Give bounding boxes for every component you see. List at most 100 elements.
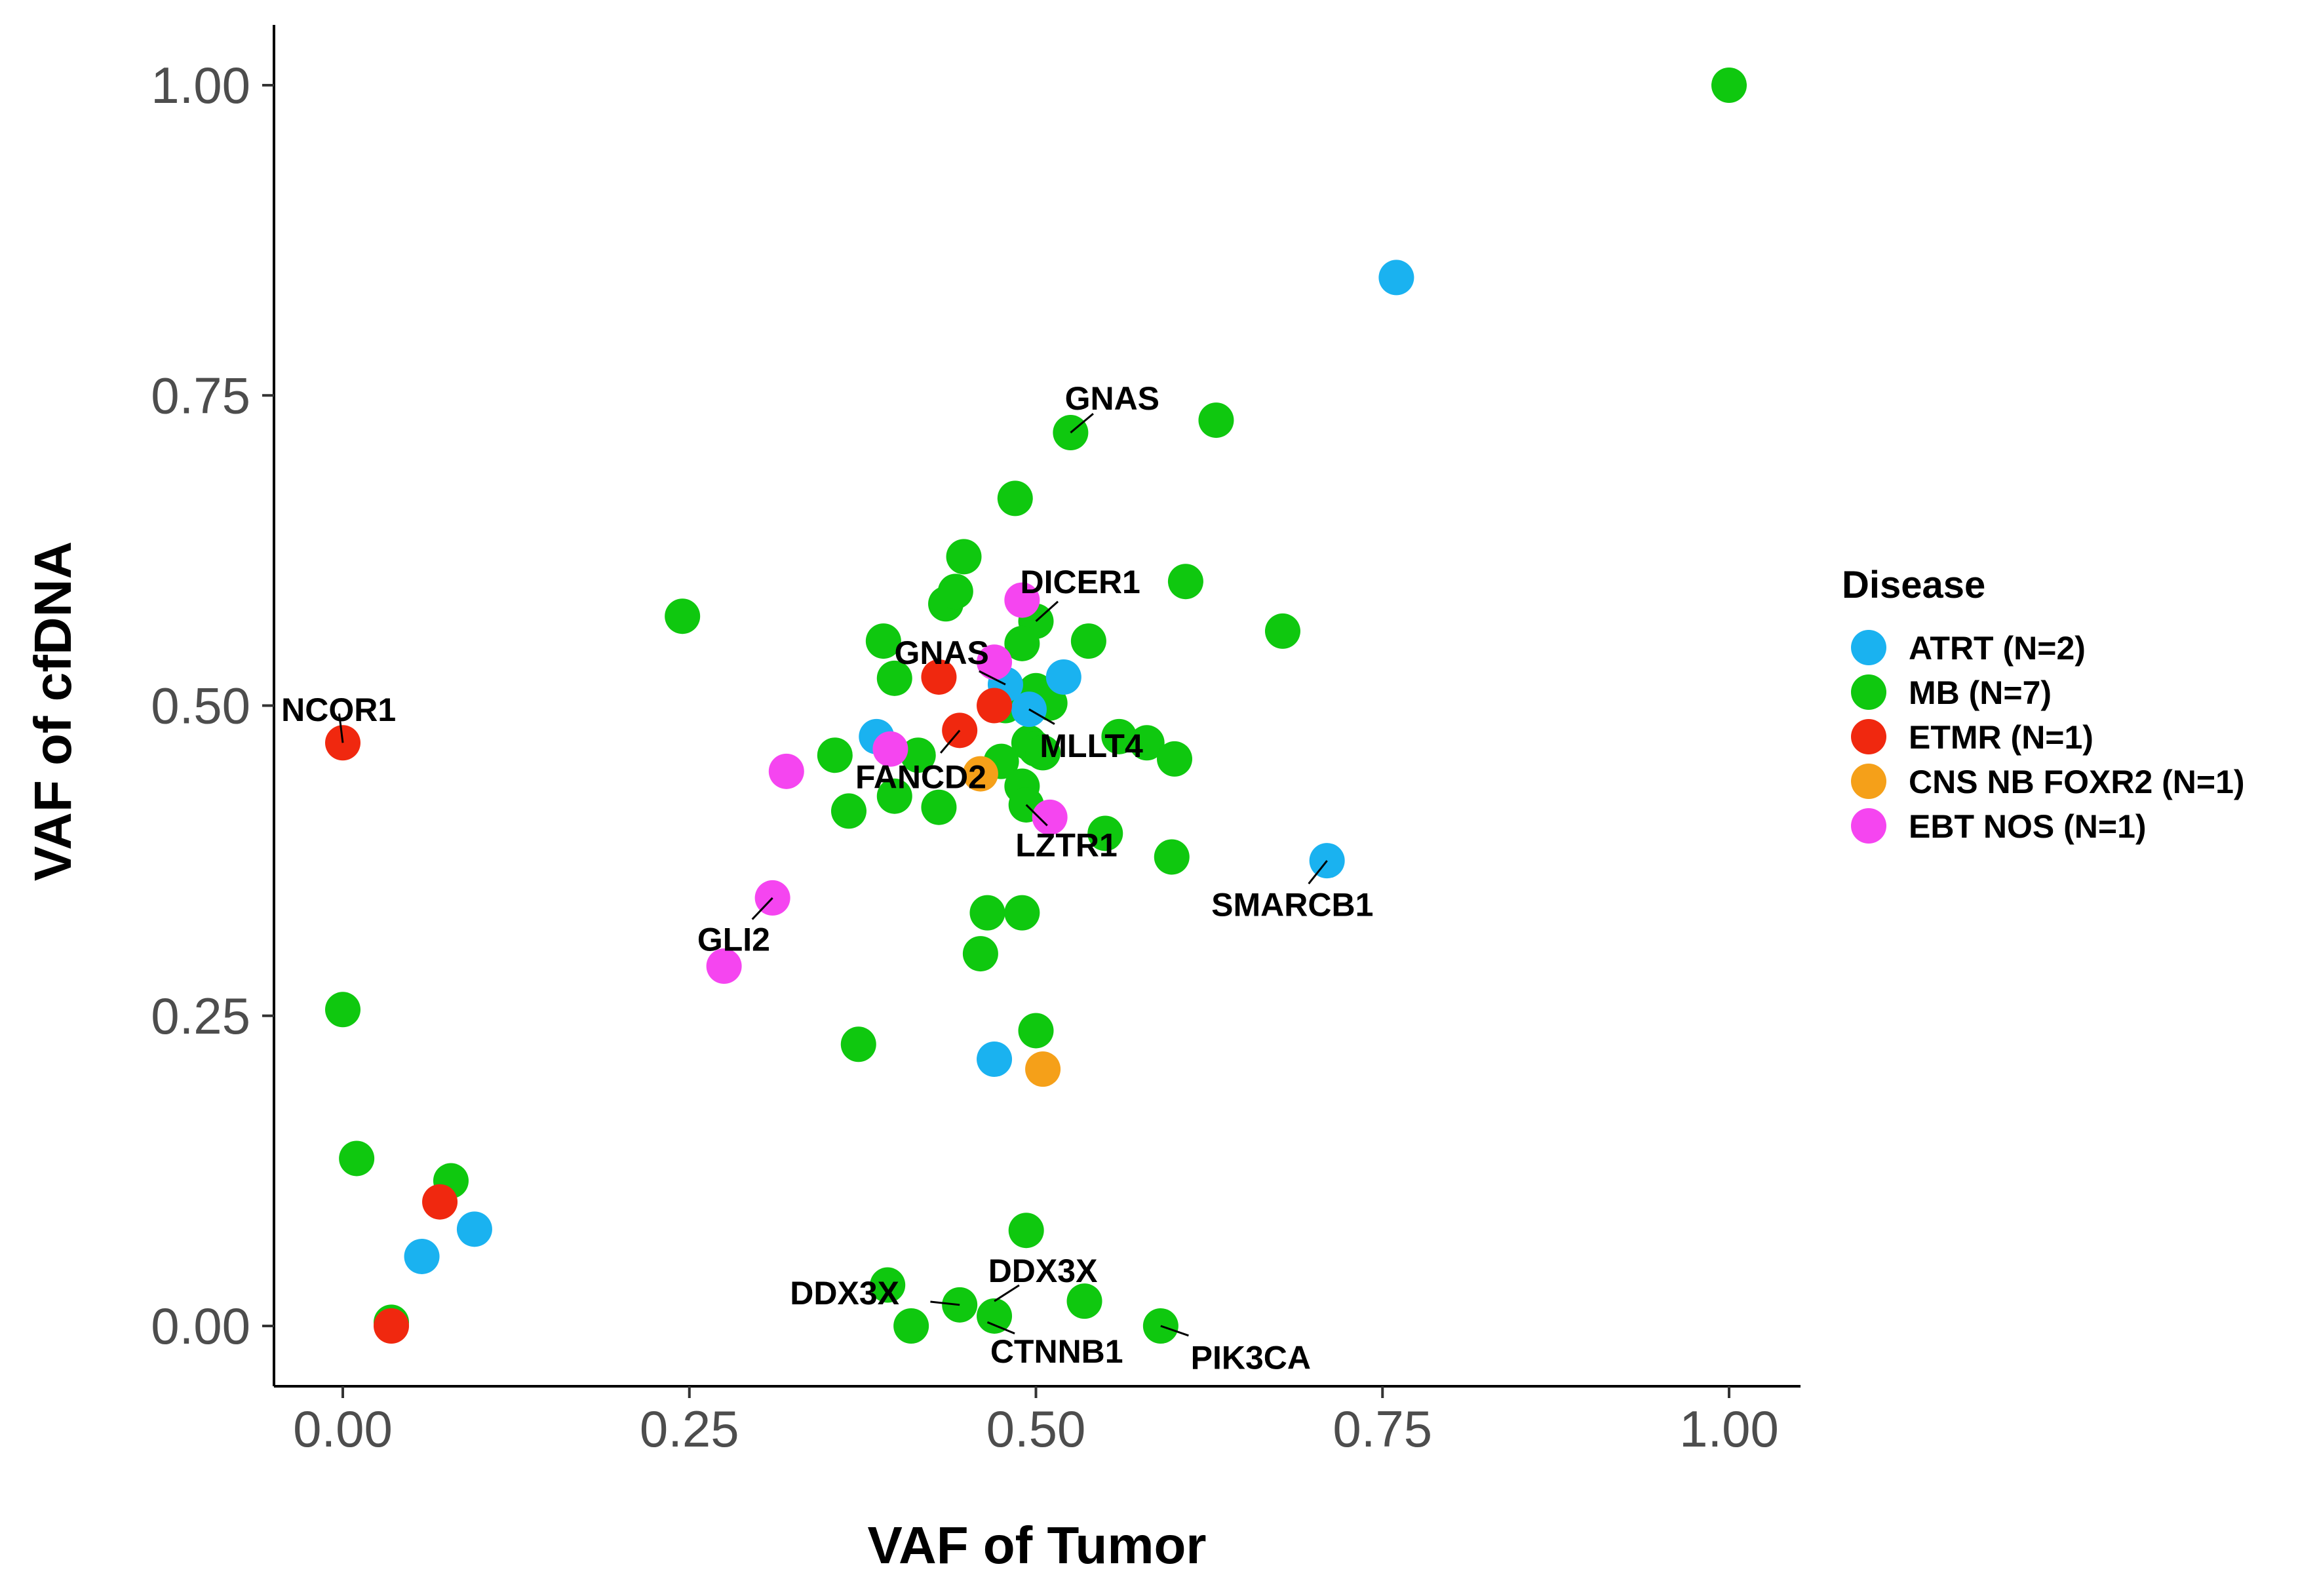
y-tick-label: 0.00	[151, 1297, 250, 1355]
point-etmr	[921, 659, 957, 695]
point-mb	[1004, 625, 1040, 661]
legend-items: ATRT (N=2) MB (N=7) ETMR (N=1) CNS NB FOXR2…	[1851, 630, 2245, 845]
annotation-label: GNAS	[1065, 380, 1159, 417]
annotation-leader	[1070, 413, 1094, 434]
point-mb	[870, 1267, 906, 1303]
point-mb	[1198, 402, 1234, 438]
x-tick-label: 0.00	[293, 1400, 393, 1458]
point-mb	[969, 895, 1005, 931]
x-tick-label: 1.00	[1679, 1400, 1779, 1458]
point-mb	[876, 778, 912, 814]
legend-key-mb	[1851, 674, 1886, 710]
y-axis-title: VAF of cfDNA	[24, 541, 82, 881]
legend-label: EBT NOS (N=1)	[1909, 808, 2147, 845]
point-mb	[893, 1308, 929, 1344]
point-atrt	[977, 1041, 1013, 1078]
annotation-leader	[1160, 1325, 1189, 1337]
annotation-leader	[751, 897, 773, 920]
point-mb	[1004, 895, 1040, 931]
annotation-label: DDX3X	[988, 1253, 1098, 1289]
legend-key-atrt	[1851, 630, 1886, 665]
point-mb	[962, 936, 998, 972]
y-tick-label: 1.00	[151, 56, 250, 114]
annotation-leader	[1035, 600, 1059, 622]
x-axis-ticks: 0.00 0.25 0.50 0.75 1.00	[293, 1386, 1779, 1458]
point-atrt	[1045, 659, 1081, 695]
y-axis-ticks: 0.00 0.25 0.50 0.75 1.00	[151, 56, 274, 1355]
annotation-label: FANCD2	[855, 758, 986, 795]
legend-title: Disease	[1842, 564, 1985, 606]
annotation-leader	[338, 713, 344, 743]
point-mb	[1154, 839, 1190, 875]
point-ebt	[768, 753, 804, 789]
y-tick-label: 0.75	[151, 366, 250, 424]
point-mb	[665, 598, 701, 634]
annotation-label: DDX3X	[790, 1275, 899, 1312]
point-mb	[1129, 725, 1165, 761]
point-mb	[921, 789, 957, 825]
point-mb	[876, 660, 912, 696]
gene-annotations: GNAS DICER1 GNAS NCOR1 MLLT4 FANCD2 LZTR1 SMARC…	[281, 380, 1373, 1376]
annotation-label: LZTR1	[1015, 827, 1118, 864]
annotation-label: DICER1	[1020, 564, 1140, 600]
point-mb	[1066, 1283, 1102, 1319]
annotation-leader	[986, 1321, 1015, 1334]
plot-area: 0.00 0.25 0.50 0.75 1.00 0.00 0.25 0.50 0.75 1.0…	[151, 25, 1801, 1458]
point-mb	[1087, 815, 1123, 851]
point-mb	[977, 1298, 1013, 1334]
data-points	[325, 68, 1747, 1344]
annotation-leader	[1028, 708, 1055, 725]
legend-label: CNS NB FOXR2 (N=1)	[1909, 764, 2245, 800]
point-mb	[830, 793, 866, 829]
point-mb	[900, 737, 936, 773]
legend-key-etmr	[1851, 719, 1886, 754]
point-mb	[1101, 718, 1137, 754]
legend-key-ebt	[1851, 808, 1886, 844]
annotation-leader	[939, 730, 961, 754]
point-etmr	[422, 1184, 458, 1220]
annotation-label: GNAS	[894, 634, 988, 671]
legend-label: MB (N=7)	[1909, 674, 2052, 711]
point-etmr	[977, 688, 1013, 724]
point-mb	[1025, 735, 1061, 771]
x-axis-title: VAF of Tumor	[868, 1516, 1207, 1574]
y-tick-label: 0.25	[151, 987, 250, 1045]
legend: Disease ATRT (N=2) MB (N=7) ETMR (N=1) CNS …	[1842, 564, 2245, 845]
y-tick-label: 0.50	[151, 677, 250, 735]
annotation-label: CTNNB1	[990, 1333, 1123, 1370]
annotation-leader	[994, 1284, 1020, 1302]
point-mb	[997, 480, 1033, 516]
annotation-leader	[1025, 804, 1048, 827]
point-mb	[1167, 564, 1203, 600]
annotation-label: GLI2	[697, 921, 770, 958]
point-mb	[865, 623, 901, 659]
point-mb	[339, 1140, 375, 1177]
annotation-label: NCOR1	[281, 691, 396, 728]
annotation-leader	[930, 1300, 960, 1306]
point-cnsnb	[1025, 1051, 1061, 1087]
point-ebt	[872, 731, 908, 767]
annotation-leader	[979, 670, 1006, 686]
point-mb	[1711, 68, 1747, 103]
point-cnsnb	[962, 756, 998, 792]
point-etmr	[374, 1308, 410, 1344]
point-mb	[1157, 741, 1192, 777]
point-ebt	[977, 644, 1013, 680]
point-atrt	[404, 1238, 440, 1274]
annotation-label: SMARCB1	[1211, 886, 1373, 923]
point-mb	[1018, 1013, 1054, 1049]
annotation-leader	[1308, 860, 1328, 885]
point-mb	[1070, 623, 1106, 659]
legend-key-cnsnb	[1851, 764, 1886, 799]
point-mb	[840, 1026, 876, 1062]
x-tick-label: 0.25	[640, 1400, 739, 1458]
point-mb	[817, 737, 853, 773]
point-atrt	[456, 1211, 492, 1247]
point-mb	[1264, 613, 1300, 649]
point-mb	[325, 992, 360, 1028]
point-ebt	[1004, 582, 1040, 618]
x-tick-label: 0.75	[1333, 1400, 1432, 1458]
annotation-label: PIK3CA	[1191, 1339, 1311, 1376]
point-atrt	[1378, 260, 1414, 296]
